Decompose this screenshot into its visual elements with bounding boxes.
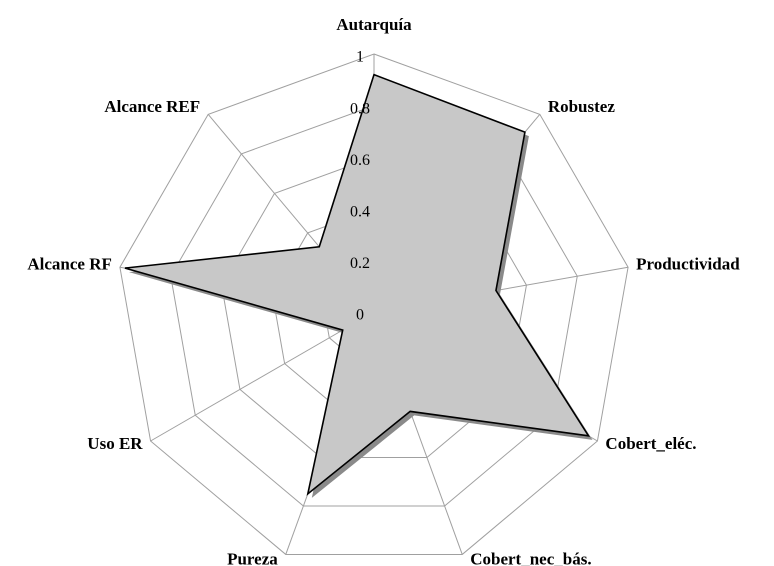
tick-label: 0.2	[350, 255, 370, 272]
category-label: Pureza	[227, 549, 278, 566]
tick-label: 0.4	[350, 203, 370, 220]
grid-ring	[119, 53, 629, 555]
series-area	[124, 73, 591, 496]
category-label: Productividad	[636, 255, 740, 274]
category-label: Cobert_eléc.	[605, 434, 696, 453]
grid-ring	[170, 105, 578, 507]
category-label: Uso ER	[87, 434, 143, 453]
category-label: Robustez	[548, 97, 616, 116]
category-label: Alcance RF	[27, 255, 112, 274]
tick-label: 0.6	[350, 152, 370, 169]
tick-label: 0.8	[350, 100, 370, 117]
tick-label: 1	[356, 49, 364, 66]
category-label: Cobert_nec_bás.	[470, 549, 591, 566]
tick-label: 0	[356, 307, 364, 324]
category-label: Autarquía	[336, 15, 412, 34]
category-label: Alcance REF	[104, 97, 200, 116]
spoke	[150, 311, 375, 442]
